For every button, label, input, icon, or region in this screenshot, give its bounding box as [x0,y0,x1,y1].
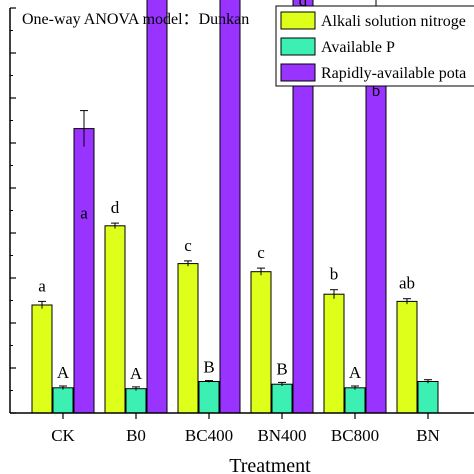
x-tick-label: B0 [126,426,146,445]
significance-letter: a [80,204,88,223]
significance-letter: c [184,236,192,255]
x-tick-label: BN [416,426,440,445]
bar [146,0,168,414]
legend-swatch [280,63,316,82]
significance-letter: ab [399,274,415,293]
bar [198,381,220,414]
bar [250,271,272,414]
x-tick-label: BC800 [331,426,379,445]
legend-swatch [280,11,316,30]
legend-label: Available P [321,39,395,56]
legend-label: Rapidly-available pota [321,65,466,82]
plot-area: aAadAfcBecBdbAbab [31,0,439,414]
bar [323,293,345,414]
x-tick-label: BC400 [185,426,233,445]
axes: CK B0 BC400 BN400 BC800 BN [9,7,474,445]
bar [396,300,418,414]
legend-label: Alkali solution nitroge [321,13,466,30]
significance-letter: b [372,81,381,100]
x-axis-title: Treatment [229,455,311,474]
bar [31,304,53,414]
bar [125,388,147,414]
bar [177,263,199,414]
bar [219,0,241,414]
legend: Alkali solution nitroge Available P Rapidl… [275,5,474,87]
significance-letter: B [203,358,214,377]
significance-letter: B [276,359,287,378]
bar [344,387,366,414]
anova-annotation: One-way ANOVA model：Dunkan [22,11,249,28]
significance-letter: A [349,363,362,382]
significance-letter: b [330,265,339,284]
bar [104,225,126,414]
bar [52,387,74,414]
significance-letter: d [111,198,120,217]
significance-letter: A [130,364,143,383]
bar [417,381,439,414]
significance-letter: d [299,0,308,10]
x-tick-label: BN400 [257,426,306,445]
bar [73,128,95,414]
legend-swatch [280,37,316,56]
bar [271,383,293,414]
significance-letter: A [57,363,70,382]
significance-letter: c [257,243,265,262]
x-tick-label: CK [51,426,75,445]
significance-letter: a [38,276,46,295]
